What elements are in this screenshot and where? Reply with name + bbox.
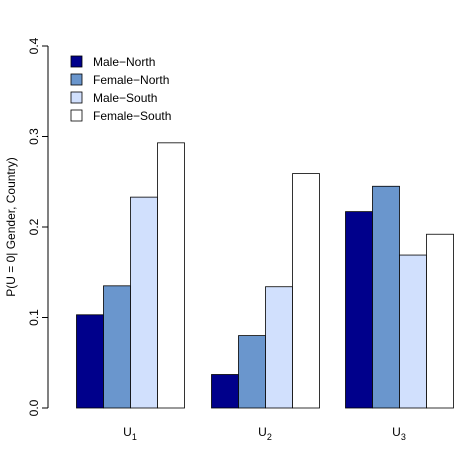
- bar-2-3: [372, 185, 400, 409]
- bar-3-2: [265, 286, 293, 409]
- y-tick-label: 0.1: [27, 309, 41, 326]
- legend-swatch: [70, 109, 83, 122]
- x-tick-label: U3: [392, 425, 406, 442]
- bar-1-3: [345, 211, 373, 409]
- legend: Male−North Female−North Male−South Female−S…: [70, 55, 171, 123]
- bar-4-3: [426, 233, 454, 409]
- bar-4-2: [292, 173, 320, 409]
- legend-label: Female−South: [93, 109, 171, 123]
- legend-swatch: [70, 55, 83, 68]
- y-axis-title: P(U = 0| Gender, Country): [4, 157, 18, 297]
- bar-3-3: [399, 254, 427, 409]
- y-tick-label: 0.0: [27, 399, 41, 416]
- bar-1-1: [76, 314, 104, 409]
- legend-label: Female−North: [93, 73, 169, 87]
- legend-swatch: [70, 91, 83, 104]
- bar-2-1: [103, 285, 131, 409]
- bars: [76, 142, 454, 409]
- y-tick-label: 0.3: [27, 128, 41, 145]
- bar-1-2: [211, 374, 239, 409]
- y-tick-label: 0.2: [27, 218, 41, 235]
- legend-label: Male−South: [93, 91, 157, 105]
- legend-swatch: [70, 73, 83, 86]
- x-tick-label: U2: [258, 425, 272, 442]
- x-tick-label: U1: [123, 425, 137, 442]
- bar-3-1: [130, 196, 158, 409]
- x-axis-labels: U1 U2 U3: [123, 425, 406, 442]
- bar-4-1: [157, 142, 185, 409]
- bar-2-2: [238, 335, 266, 409]
- legend-label: Male−North: [93, 55, 155, 69]
- y-tick-label: 0.4: [27, 37, 41, 54]
- y-axis: 0.0 0.1 0.2 0.3 0.4: [27, 37, 49, 416]
